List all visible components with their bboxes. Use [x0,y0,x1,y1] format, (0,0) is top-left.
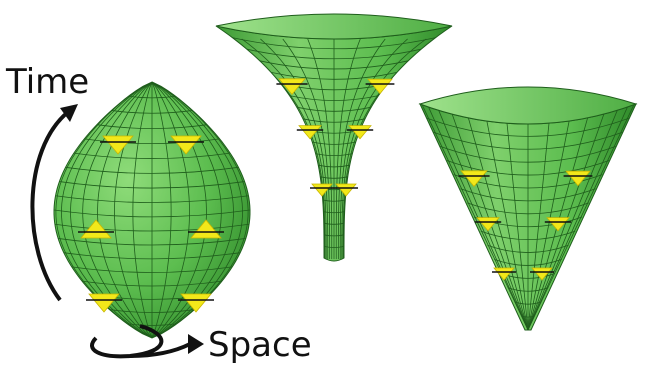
cone-grid [421,104,635,330]
trumpet-marker [278,78,306,96]
space-arrow [90,324,164,359]
trumpet-meridian-line [341,38,427,260]
trumpet-marker [311,183,333,197]
cone-marker [493,267,515,281]
trumpet-markers [276,78,395,197]
egg-meridian-line [151,82,172,338]
cone-marker [531,267,553,281]
cone-meridian-line [527,108,619,330]
egg-marker [180,293,212,313]
trumpet-meridian-line [307,38,333,260]
closed-universe-egg [53,81,251,339]
time-arrow [30,110,70,302]
egg-meridian-line [97,82,153,338]
cone-marker [460,170,488,188]
cone-meridian-line [527,122,550,330]
cone-marker [565,170,591,187]
cone-meridian-line [467,116,529,330]
egg-marker [170,135,202,155]
trumpet-marker [367,78,393,95]
trumpet-meridian-line [241,38,327,260]
trumpet-meridian-line [335,38,361,260]
trumpet-marker [298,125,322,140]
egg-meridian-line [132,82,153,338]
egg-marker [190,219,222,239]
space-arrowhead [188,334,204,354]
egg-meridian-line [151,82,190,338]
trumpet-meridian-line [282,38,331,260]
trumpet-meridian-line [339,38,408,260]
trumpet-universe [215,13,453,262]
cone-meridian-line [527,119,570,330]
cone-meridian-line [486,119,529,330]
space-arrow-tail [129,342,191,358]
cone-inner-rim [418,86,638,125]
time-label: Time [5,62,89,102]
egg-marker [102,135,134,155]
space-label: Space [208,325,312,365]
trumpet-meridian-line [337,38,386,260]
egg-marker [80,219,112,239]
egg-marker [88,293,120,313]
egg-meridian-line [114,82,153,338]
cone-universe [418,86,638,331]
trumpet-inner-rim [215,13,453,40]
time-arrowhead [60,104,78,122]
cone-meridian-line [527,106,629,330]
trumpet-marker [335,183,357,197]
cone-marker [546,217,570,232]
cone-meridian-line [506,122,529,330]
cone-marker [476,217,500,232]
cone-markers [458,170,593,281]
cone-meridian-line [421,104,529,330]
trumpet-meridian-line [260,38,329,260]
egg-markers [78,135,224,313]
trumpet-grid [218,37,450,260]
cone-meridian-line [527,104,635,330]
trumpet-marker [348,125,372,140]
